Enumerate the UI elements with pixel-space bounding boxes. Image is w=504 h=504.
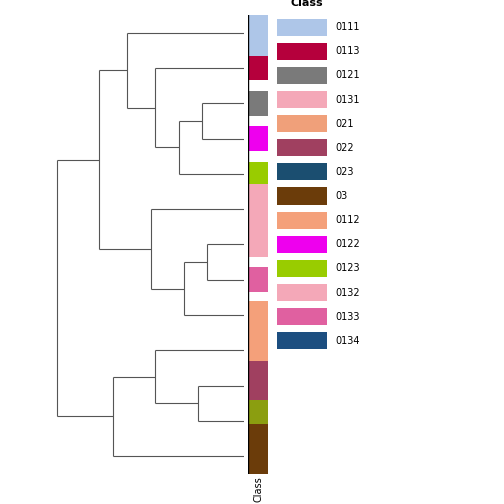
Text: 0112: 0112 xyxy=(336,215,360,225)
Bar xyxy=(248,56,268,80)
Bar xyxy=(248,424,268,488)
Text: 021: 021 xyxy=(336,118,354,129)
Bar xyxy=(277,308,327,325)
Bar xyxy=(248,1,268,65)
Bar xyxy=(277,332,327,349)
Bar xyxy=(248,301,268,400)
Bar xyxy=(277,212,327,229)
Bar xyxy=(277,260,327,277)
Bar xyxy=(248,161,268,186)
Bar xyxy=(248,361,268,410)
Text: 022: 022 xyxy=(336,143,354,153)
Bar xyxy=(277,284,327,301)
X-axis label: Class: Class xyxy=(253,477,263,502)
Bar xyxy=(277,163,327,180)
Bar xyxy=(277,139,327,156)
Text: 0113: 0113 xyxy=(336,46,360,56)
Bar xyxy=(248,91,268,115)
Text: 0123: 0123 xyxy=(336,264,360,273)
Text: 0134: 0134 xyxy=(336,336,360,346)
Text: 03: 03 xyxy=(336,191,348,201)
Text: 0132: 0132 xyxy=(336,287,360,297)
Text: Class: Class xyxy=(290,0,323,9)
Bar xyxy=(277,91,327,108)
Bar xyxy=(277,187,327,205)
Text: 0122: 0122 xyxy=(336,239,360,249)
Bar xyxy=(277,67,327,84)
Text: 0133: 0133 xyxy=(336,311,360,322)
Text: 023: 023 xyxy=(336,167,354,177)
Bar xyxy=(248,127,268,151)
Text: 0111: 0111 xyxy=(336,22,360,32)
Bar xyxy=(277,19,327,36)
Text: 0131: 0131 xyxy=(336,95,360,104)
Bar xyxy=(248,400,268,442)
Text: 0121: 0121 xyxy=(336,71,360,81)
Bar xyxy=(248,267,268,292)
Bar xyxy=(248,184,268,234)
Bar xyxy=(277,115,327,132)
Bar xyxy=(248,232,268,257)
Bar xyxy=(248,302,268,328)
Bar xyxy=(277,236,327,253)
Bar xyxy=(277,43,327,60)
